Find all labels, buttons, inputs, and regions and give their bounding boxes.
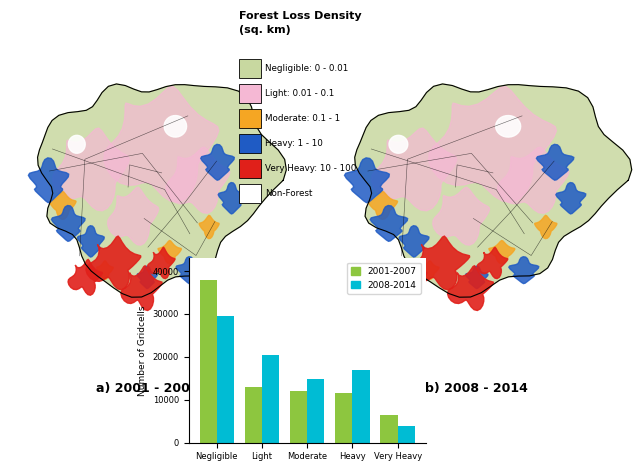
Y-axis label: Number of Gridcells: Number of Gridcells [138,305,147,396]
Polygon shape [147,247,175,278]
Polygon shape [388,260,427,295]
Bar [244,387,262,443]
X-axis label: a) 2001 - 2007: a) 2001 - 2007 [96,382,198,395]
Polygon shape [534,215,557,239]
Polygon shape [389,136,408,153]
Bar [353,370,370,443]
Polygon shape [166,147,230,213]
Polygon shape [97,261,113,279]
Polygon shape [536,144,574,180]
Polygon shape [164,116,187,137]
Polygon shape [509,257,539,284]
Bar [397,426,415,443]
Polygon shape [104,87,219,202]
Bar [380,415,397,443]
Polygon shape [447,266,493,311]
Polygon shape [420,261,439,279]
Polygon shape [433,187,490,245]
Polygon shape [556,183,586,214]
Polygon shape [49,191,76,219]
Bar [239,134,261,153]
Polygon shape [201,144,234,180]
Polygon shape [108,187,159,245]
Polygon shape [121,266,162,311]
Bar [239,184,261,203]
Polygon shape [52,128,129,211]
Polygon shape [68,136,85,153]
Bar [290,391,307,443]
Bar [262,355,279,443]
Text: Light: 0.01 - 0.1: Light: 0.01 - 0.1 [266,89,335,98]
Polygon shape [465,266,488,289]
Bar [200,280,217,443]
X-axis label: b) 2008 - 2014: b) 2008 - 2014 [426,382,528,395]
Text: Moderate: 0.1 - 1: Moderate: 0.1 - 1 [266,114,340,123]
Polygon shape [371,128,457,211]
Bar [239,59,261,78]
Polygon shape [51,206,85,241]
Polygon shape [68,260,102,295]
Polygon shape [77,226,104,257]
Bar [239,109,261,128]
Bar [307,379,324,443]
Polygon shape [408,236,470,290]
Polygon shape [489,241,515,264]
Polygon shape [176,257,203,284]
Bar [239,159,261,178]
Polygon shape [158,241,181,264]
Polygon shape [496,116,521,137]
Bar [217,316,234,443]
Bar [335,393,353,443]
Polygon shape [429,87,556,202]
Polygon shape [368,191,397,219]
Bar [239,84,261,103]
Text: Negligible: 0 - 0.01: Negligible: 0 - 0.01 [266,64,349,73]
Polygon shape [86,236,141,290]
Text: Forest Loss Density
(sq. km): Forest Loss Density (sq. km) [239,12,362,35]
Polygon shape [477,247,508,278]
Text: Heavy: 1 - 10: Heavy: 1 - 10 [266,139,323,148]
Polygon shape [38,84,286,297]
Polygon shape [370,206,408,241]
Polygon shape [498,147,569,213]
Polygon shape [28,158,68,203]
Legend: 2001-2007, 2008-2014: 2001-2007, 2008-2014 [347,263,421,294]
Polygon shape [199,215,219,239]
Polygon shape [218,183,245,214]
Text: Very Heavy: 10 - 100: Very Heavy: 10 - 100 [266,164,357,173]
Polygon shape [344,158,389,203]
Polygon shape [399,226,429,257]
Polygon shape [137,266,157,289]
Polygon shape [355,84,632,297]
Text: Non-Forest: Non-Forest [266,189,313,198]
